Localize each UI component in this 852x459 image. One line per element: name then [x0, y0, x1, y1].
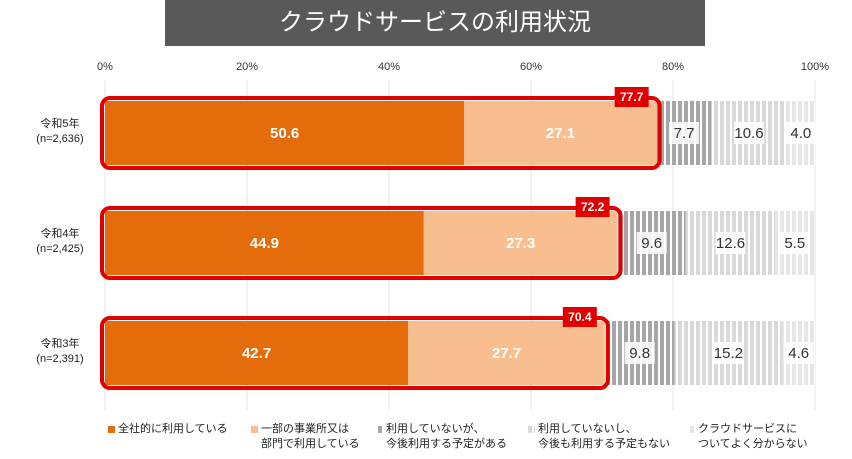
total-box: [575, 197, 610, 217]
x-tick-label: 80%: [662, 61, 684, 73]
total-label: 70.4: [568, 310, 592, 324]
category-label: 令和4年 (n=2,425): [36, 228, 84, 255]
total-outline: [100, 316, 610, 390]
value-label-bg: [624, 342, 655, 364]
bar-segment: [423, 211, 618, 275]
value-label-bg: [785, 122, 816, 144]
value-label: 27.1: [546, 125, 575, 142]
total-label: 77.7: [620, 90, 644, 104]
legend-swatch: [528, 426, 535, 433]
chart-title: クラウドサービスの利用状況: [165, 0, 705, 46]
value-label: 50.6: [270, 125, 299, 142]
bar-segment: [464, 101, 657, 165]
value-label: 9.6: [641, 235, 662, 252]
value-label: 15.2: [714, 345, 743, 362]
value-label: 4.0: [790, 125, 811, 142]
legend-label: 一部の事業所又は 部門で利用している: [261, 423, 360, 450]
legend-label: クラウドサービスに ついてよく分からない: [698, 423, 808, 450]
legend-swatch: [251, 426, 258, 433]
legend-label: 利用していないが、 今後利用する予定がある: [386, 423, 507, 450]
value-label-bg: [713, 342, 744, 364]
bar-segment: [105, 211, 424, 275]
total-box: [614, 87, 649, 107]
value-label: 10.6: [734, 125, 763, 142]
x-tick-label: 60%: [520, 61, 542, 73]
bar-segment: [408, 321, 605, 385]
value-label: 5.5: [784, 235, 805, 252]
value-label-bg: [636, 232, 667, 254]
x-tick-label: 0%: [97, 61, 113, 73]
legend-swatch: [376, 426, 383, 433]
value-label: 12.6: [716, 235, 745, 252]
value-label: 42.7: [242, 345, 271, 362]
value-label-bg: [779, 232, 810, 254]
value-label: 44.9: [250, 235, 279, 252]
x-tick-label: 20%: [236, 61, 258, 73]
legend-label: 全社的に利用している: [118, 423, 228, 435]
value-label-bg: [715, 232, 746, 254]
value-label: 9.8: [629, 345, 650, 362]
value-label: 4.6: [788, 345, 809, 362]
category-label: 令和3年 (n=2,391): [36, 338, 84, 365]
total-label: 72.2: [581, 200, 605, 214]
total-outline: [100, 206, 623, 280]
bar-segment: [105, 321, 409, 385]
legend-label: 利用していないし、 今後も利用する予定もない: [538, 423, 670, 450]
value-label: 7.7: [674, 125, 695, 142]
x-tick-label: 40%: [378, 61, 400, 73]
value-label-bg: [669, 122, 700, 144]
value-label-bg: [733, 122, 764, 144]
total-outline: [100, 96, 662, 170]
category-label: 令和5年 (n=2,636): [36, 118, 84, 145]
x-tick-label: 100%: [801, 61, 829, 73]
value-label: 27.3: [506, 235, 535, 252]
value-label: 27.7: [492, 345, 521, 362]
legend-swatch: [688, 426, 695, 433]
total-box: [562, 307, 597, 327]
legend-swatch: [108, 426, 115, 433]
value-label-bg: [783, 342, 814, 364]
bar-segment: [105, 101, 465, 165]
